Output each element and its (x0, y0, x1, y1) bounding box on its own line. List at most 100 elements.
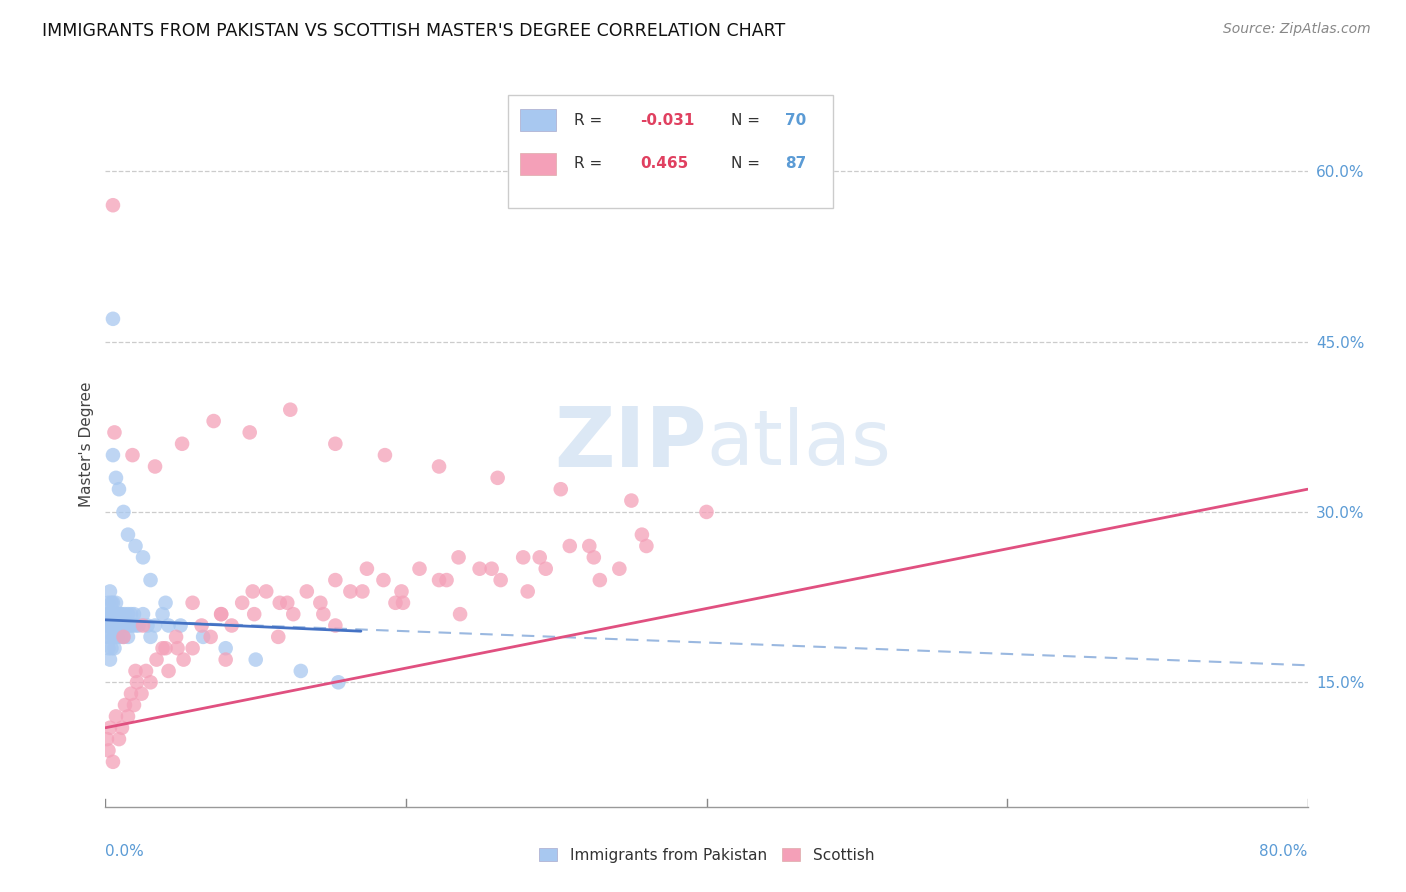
Text: R =: R = (574, 156, 607, 171)
Point (468, 562, 491, 576)
Point (101, 311, 124, 326)
Point (550, 482, 572, 496)
Point (100, 607, 122, 622)
Point (112, 618, 135, 632)
Point (309, 596, 332, 610)
Point (118, 618, 141, 632)
Point (114, 698, 136, 712)
Point (231, 596, 253, 610)
Point (209, 607, 232, 622)
Point (214, 652, 236, 666)
Point (155, 596, 177, 610)
Point (117, 527, 139, 541)
Point (103, 425, 125, 440)
Point (145, 652, 167, 666)
Point (155, 641, 177, 656)
Point (221, 618, 243, 632)
Point (181, 596, 204, 610)
Point (449, 607, 471, 622)
Point (165, 630, 187, 644)
Point (325, 618, 347, 632)
Point (107, 630, 129, 644)
Point (295, 584, 318, 599)
Point (132, 618, 155, 632)
Point (609, 562, 631, 576)
Point (97, 596, 120, 610)
Point (283, 607, 305, 622)
Point (190, 618, 212, 632)
Text: atlas: atlas (707, 407, 891, 481)
Point (112, 630, 135, 644)
Point (589, 573, 612, 587)
Point (374, 448, 396, 462)
Point (620, 493, 643, 508)
Point (352, 584, 374, 599)
Point (103, 630, 125, 644)
Point (631, 527, 654, 541)
Point (143, 459, 166, 474)
Point (278, 402, 301, 417)
Point (104, 471, 127, 485)
Point (214, 641, 236, 656)
Text: ZIP: ZIP (554, 403, 707, 484)
Point (202, 414, 225, 428)
Point (312, 607, 335, 622)
Point (101, 618, 124, 632)
Y-axis label: Master's Degree: Master's Degree (79, 381, 94, 507)
Point (481, 562, 503, 576)
Point (101, 630, 124, 644)
Point (114, 607, 136, 622)
Point (254, 584, 277, 599)
Point (408, 562, 430, 576)
Point (243, 607, 266, 622)
Point (157, 664, 180, 678)
Point (96, 607, 118, 622)
Point (121, 448, 143, 462)
FancyBboxPatch shape (520, 153, 557, 175)
FancyBboxPatch shape (520, 110, 557, 131)
Text: 70: 70 (785, 112, 806, 128)
Text: 80.0%: 80.0% (1260, 844, 1308, 859)
Text: R =: R = (574, 112, 607, 128)
Point (117, 630, 139, 644)
Point (108, 607, 131, 622)
Point (104, 618, 127, 632)
Point (139, 675, 162, 690)
Point (122, 607, 145, 622)
Point (427, 459, 450, 474)
Point (111, 607, 134, 622)
Point (104, 596, 127, 610)
Point (578, 539, 600, 553)
Point (172, 437, 194, 451)
Point (242, 584, 264, 599)
Point (101, 607, 124, 622)
Point (200, 630, 222, 644)
Point (107, 618, 129, 632)
Text: 0.0%: 0.0% (105, 844, 145, 859)
Point (124, 539, 146, 553)
Point (100, 596, 122, 610)
Point (125, 675, 148, 690)
Point (110, 607, 132, 622)
Point (356, 562, 378, 576)
Point (132, 607, 155, 622)
Text: IMMIGRANTS FROM PAKISTAN VS SCOTTISH MASTER'S DEGREE CORRELATION CHART: IMMIGRANTS FROM PAKISTAN VS SCOTTISH MAS… (42, 22, 786, 40)
Point (512, 550, 534, 565)
Point (120, 687, 142, 701)
Point (392, 596, 415, 610)
Point (135, 664, 157, 678)
Point (121, 618, 143, 632)
Point (108, 732, 131, 747)
Point (325, 437, 347, 451)
Point (132, 550, 155, 565)
Point (115, 618, 138, 632)
Point (391, 584, 413, 599)
Point (169, 618, 191, 632)
Point (139, 630, 162, 644)
Point (436, 573, 458, 587)
Point (108, 482, 131, 496)
Point (112, 505, 135, 519)
Point (447, 550, 470, 565)
Point (97, 618, 120, 632)
Point (120, 607, 142, 622)
